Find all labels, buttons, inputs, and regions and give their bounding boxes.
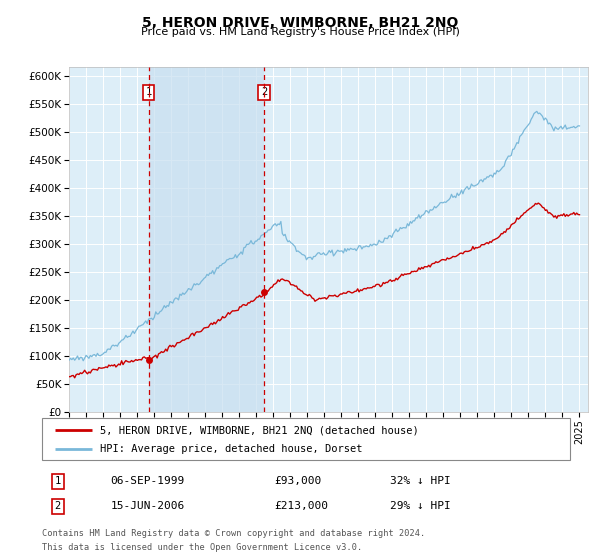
- Text: 15-JUN-2006: 15-JUN-2006: [110, 501, 185, 511]
- Text: 06-SEP-1999: 06-SEP-1999: [110, 477, 185, 487]
- Text: 5, HERON DRIVE, WIMBORNE, BH21 2NQ (detached house): 5, HERON DRIVE, WIMBORNE, BH21 2NQ (deta…: [100, 425, 419, 435]
- Text: Price paid vs. HM Land Registry's House Price Index (HPI): Price paid vs. HM Land Registry's House …: [140, 27, 460, 37]
- Text: 1: 1: [146, 87, 152, 97]
- Text: £213,000: £213,000: [274, 501, 328, 511]
- Text: 2: 2: [55, 501, 61, 511]
- Text: HPI: Average price, detached house, Dorset: HPI: Average price, detached house, Dors…: [100, 445, 362, 454]
- Text: Contains HM Land Registry data © Crown copyright and database right 2024.: Contains HM Land Registry data © Crown c…: [42, 529, 425, 538]
- FancyBboxPatch shape: [42, 418, 570, 460]
- Text: 29% ↓ HPI: 29% ↓ HPI: [391, 501, 451, 511]
- Text: 2: 2: [261, 87, 267, 97]
- Text: This data is licensed under the Open Government Licence v3.0.: This data is licensed under the Open Gov…: [42, 543, 362, 553]
- Text: 5, HERON DRIVE, WIMBORNE, BH21 2NQ: 5, HERON DRIVE, WIMBORNE, BH21 2NQ: [142, 16, 458, 30]
- Text: £93,000: £93,000: [274, 477, 322, 487]
- Text: 1: 1: [55, 477, 61, 487]
- Bar: [149, 67, 264, 412]
- Text: 32% ↓ HPI: 32% ↓ HPI: [391, 477, 451, 487]
